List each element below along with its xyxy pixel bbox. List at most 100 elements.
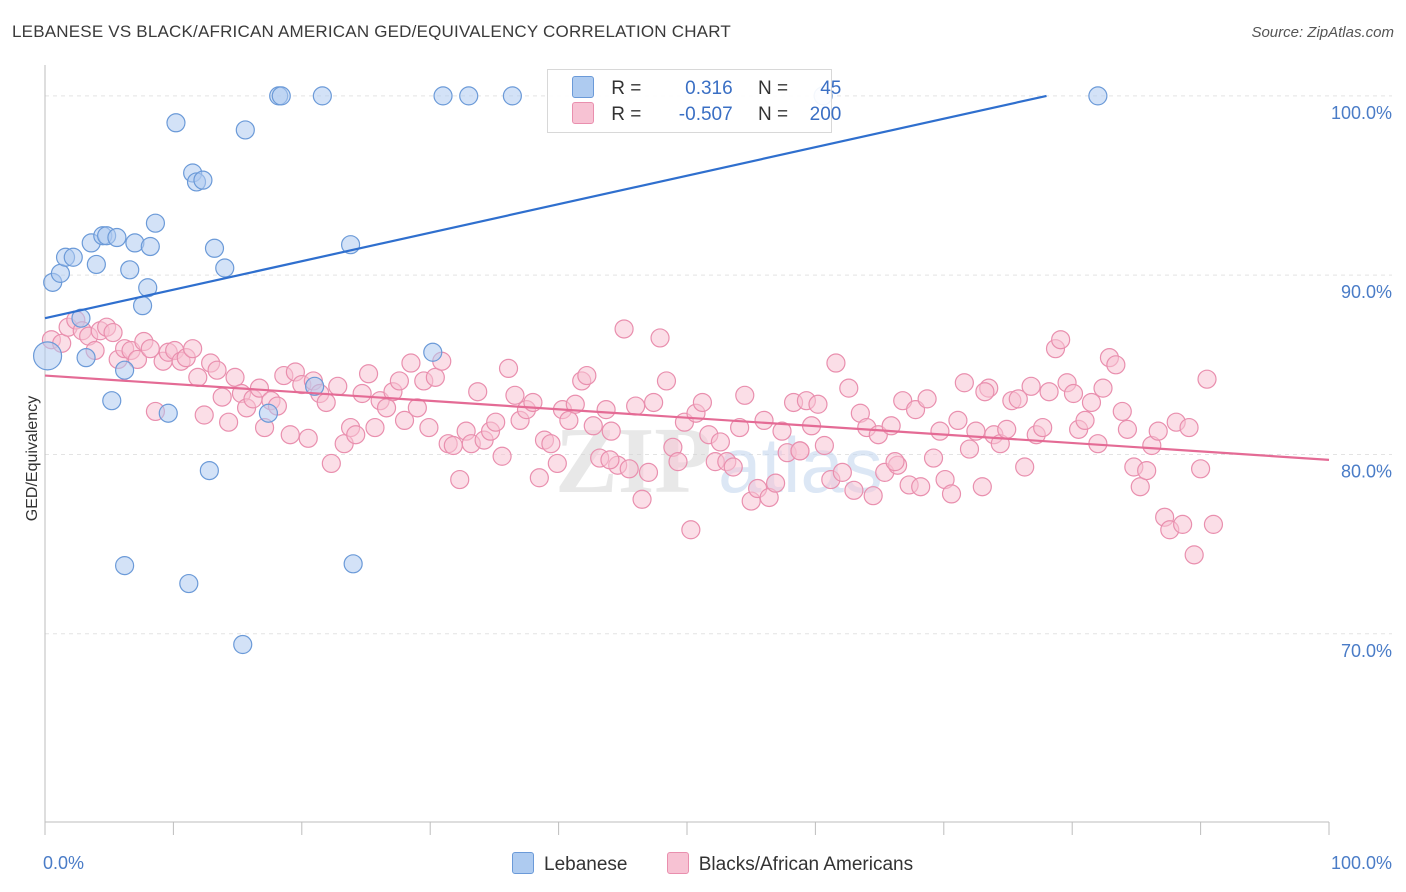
black-african-american-point: [710, 432, 730, 452]
black-african-american-point: [911, 477, 931, 497]
lebanese-point: [1088, 86, 1108, 106]
black-african-american-point: [389, 371, 409, 391]
black-african-american-point: [1093, 378, 1113, 398]
black-african-american-point: [885, 452, 905, 472]
black-african-american-point: [140, 339, 160, 359]
tick-labels: 70.0% 80.0% 90.0% 100.0% 0.0% 100.0% GED/Equiv…: [24, 103, 1392, 873]
lebanese-point: [423, 342, 443, 362]
lebanese-point: [433, 86, 453, 106]
black-african-american-point: [948, 410, 968, 430]
legend-n-value: 200: [809, 104, 842, 125]
legend-row-lebanese: R = 0.316 N = 45: [572, 76, 841, 102]
lebanese-point: [86, 254, 106, 275]
lebanese-point: [145, 213, 166, 233]
black-african-american-point: [1021, 376, 1041, 396]
black-african-american-point: [600, 450, 620, 470]
black-african-american-point: [814, 435, 834, 456]
lebanese-point: [158, 403, 178, 423]
black-african-american-point: [638, 462, 659, 482]
black-african-american-point: [735, 385, 755, 405]
black-african-american-point: [1184, 545, 1204, 565]
black-african-american-point: [352, 383, 372, 404]
black-african-american-point: [644, 392, 664, 413]
legend-n-label: N =: [757, 104, 789, 125]
legend-r-value: 0.316: [685, 78, 733, 99]
black-african-american-point: [975, 382, 995, 402]
black-african-american-point: [772, 421, 792, 441]
black-african-american-point: [826, 353, 846, 373]
black-african-american-point: [577, 365, 597, 386]
legend-swatch-blue: [512, 852, 534, 874]
lebanese-point: [312, 86, 332, 106]
black-african-american-point: [930, 421, 950, 441]
black-african-american-point: [225, 367, 245, 387]
black-african-american-point: [565, 394, 585, 414]
black-african-american-point: [863, 486, 883, 506]
black-african-american-point: [183, 339, 203, 359]
black-african-american-point: [596, 400, 616, 420]
black-african-american-point: [358, 364, 379, 384]
black-african-american-point: [407, 398, 427, 418]
lebanese-point: [138, 278, 158, 298]
legend-item-lebanese: Lebanese: [512, 852, 627, 876]
black-african-american-point: [601, 421, 621, 441]
lebanese-point: [76, 348, 96, 368]
lebanese-point: [271, 86, 291, 106]
series-legend: Lebanese Blacks/African Americans: [512, 852, 947, 876]
pink-series-points: [41, 310, 1224, 565]
black-african-american-point: [505, 385, 525, 405]
lebanese-point: [179, 573, 199, 594]
lebanese-point: [115, 556, 135, 576]
black-african-american-point: [723, 457, 743, 477]
legend-swatch-pink: [666, 852, 689, 874]
legend-n-label: N =: [757, 78, 789, 99]
black-african-american-point: [997, 419, 1017, 439]
black-african-american-point: [1008, 389, 1028, 409]
black-african-american-point: [492, 446, 512, 466]
black-african-american-point: [328, 376, 348, 396]
y-tick-label: 80.0%: [1341, 461, 1392, 481]
lebanese-point: [63, 247, 83, 267]
black-african-american-point: [1148, 421, 1168, 441]
black-african-american-point: [1173, 514, 1193, 534]
black-african-american-point: [321, 453, 341, 474]
black-african-american-point: [443, 435, 463, 456]
x-tick-label: 0.0%: [43, 853, 84, 873]
y-tick-label: 90.0%: [1341, 282, 1392, 302]
black-african-american-point: [790, 441, 810, 461]
black-african-american-point: [1117, 419, 1138, 439]
lebanese-point: [102, 391, 122, 411]
black-african-american-point: [207, 360, 227, 380]
black-african-american-point: [1039, 382, 1059, 402]
black-african-american-point: [1033, 417, 1053, 438]
black-african-american-point: [972, 477, 992, 497]
legend-item-black: Blacks/African Americans: [666, 852, 913, 876]
lebanese-point: [107, 227, 127, 248]
lebanese-point: [343, 554, 363, 574]
black-african-american-point: [754, 410, 774, 430]
black-african-american-point: [425, 367, 445, 387]
legend-r-value: -0.507: [678, 104, 733, 125]
black-african-american-point: [917, 389, 937, 409]
black-african-american-point: [394, 410, 415, 430]
black-african-american-point: [401, 353, 421, 373]
black-african-american-point: [954, 373, 974, 393]
black-african-american-trend-line: [44, 374, 1330, 461]
black-african-american-point: [547, 453, 567, 474]
black-african-american-point: [614, 319, 634, 339]
black-african-american-point: [1015, 457, 1035, 477]
black-african-american-point: [681, 520, 701, 540]
black-african-american-point: [844, 480, 864, 500]
black-african-american-point: [1203, 514, 1224, 534]
lebanese-point: [502, 86, 522, 106]
lebanese-point: [215, 258, 235, 278]
black-african-american-point: [656, 371, 677, 391]
black-african-american-point: [1075, 410, 1095, 430]
black-african-american-point: [127, 349, 148, 370]
lebanese-point: [233, 634, 253, 655]
black-african-american-point: [1197, 369, 1217, 389]
lebanese-point: [258, 403, 279, 423]
legend-swatch-pink: [572, 102, 594, 124]
black-african-american-point: [194, 405, 214, 425]
legend-r-label: R =: [611, 78, 642, 99]
